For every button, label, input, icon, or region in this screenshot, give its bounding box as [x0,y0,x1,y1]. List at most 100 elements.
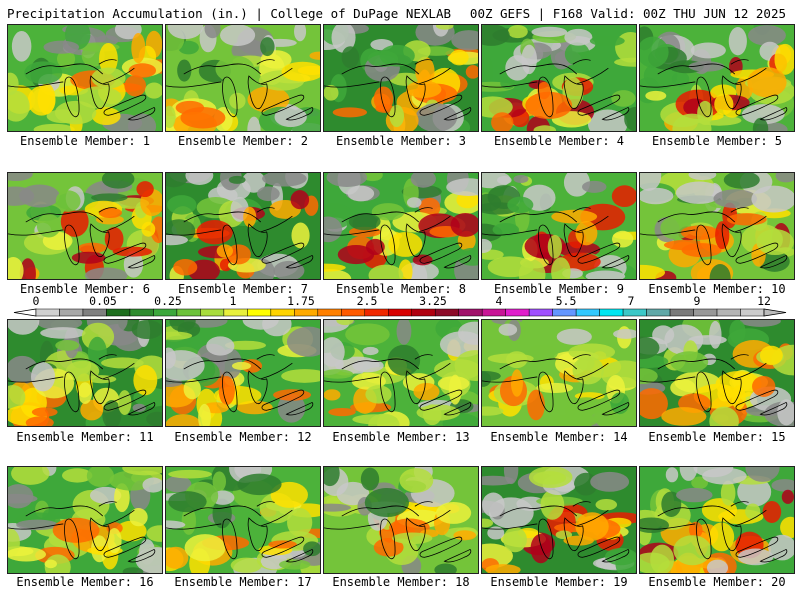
precip-contour [640,173,662,191]
precipitation-map [639,319,795,427]
precip-contour [324,269,352,279]
precip-contour [24,61,63,85]
precip-contour [388,231,423,257]
precip-contour [19,258,36,279]
great-lakes-outline [563,370,584,405]
great-lakes-outline [260,215,293,233]
precip-contour [709,320,722,349]
colorbar-tick-label: 4 [495,294,503,308]
precip-contour [611,90,636,107]
great-lakes-outline [563,517,584,552]
precip-contour [224,340,267,350]
great-lakes-outline [482,376,538,383]
map-title: Precipitation Accumulation (in.) | Colle… [7,6,452,21]
great-lakes-outline [127,106,156,121]
precip-contour [661,491,682,517]
ensemble-member-panel [481,172,637,280]
precip-contour [166,173,190,188]
precip-contour [84,267,128,279]
precip-contour [747,67,787,98]
precip-contour [412,254,433,266]
precip-contour [729,320,746,344]
precip-contour [196,220,233,245]
precip-contour [555,530,573,540]
precip-contour [206,336,235,356]
great-lakes-outline [8,523,64,530]
precip-contour [513,174,529,184]
precip-contour [406,80,442,99]
great-lakes-outline [103,94,147,116]
precip-contour [219,348,243,379]
precip-contour [564,42,590,66]
ensemble-member-label: Ensemble Member: 9 [493,282,625,296]
great-lakes-outline [577,536,621,558]
precip-contour [590,471,630,492]
colorbar-swatch [575,308,600,317]
great-lakes-outline [261,389,305,411]
precip-contour [387,344,421,376]
precip-contour [8,384,26,410]
precip-contour [487,526,505,540]
precip-contour [640,336,660,360]
precip-contour [129,508,148,527]
precip-contour [166,331,193,340]
great-lakes-outline [721,75,742,110]
precip-contour [781,489,794,504]
precip-contour [122,467,162,476]
great-lakes-outline [341,63,420,75]
precip-contour [166,105,176,129]
precip-contour [482,25,510,46]
precip-contour [745,467,780,482]
ensemble-member-panel [165,24,321,132]
precip-contour [527,389,545,421]
great-lakes-outline [260,362,293,380]
great-lakes-outline [103,536,147,558]
precipitation-map [7,319,163,427]
great-lakes-outline [640,229,696,236]
great-lakes-outline [260,67,293,85]
precip-contour [688,173,717,181]
precip-contour [332,107,368,118]
precip-contour [745,503,761,520]
precip-contour [671,71,690,87]
great-lakes-outline [759,401,788,416]
precip-contour [101,173,135,189]
precip-contour [136,181,154,198]
precip-contour [77,86,122,109]
great-lakes-outline [127,254,156,269]
precip-contour [485,564,521,573]
precip-contour [741,104,785,125]
precip-contour [680,225,720,240]
precip-contour [453,530,477,541]
precip-contour [551,257,571,279]
great-lakes-outline [443,548,472,563]
precip-contour [747,25,786,46]
great-lakes-outline [696,518,712,560]
great-lakes-outline [414,354,433,360]
precipitation-map [7,24,163,132]
precip-contour [759,251,790,272]
precip-contour [166,475,192,493]
precip-contour [482,370,501,382]
precip-contour [324,84,339,101]
precip-contour [324,467,340,487]
precipitation-map [165,24,321,132]
precip-contour [762,500,782,523]
precip-contour [166,234,189,246]
colorbar-swatch [341,308,366,317]
precip-contour [114,483,130,513]
precip-contour [563,535,594,546]
precip-contour [247,86,290,113]
colorbar-tick-label: 2.5 [356,294,378,308]
great-lakes-outline [166,81,222,88]
precip-contour [777,399,794,426]
great-lakes-outline [183,211,262,223]
precip-contour [128,113,157,131]
precipitation-map [481,319,637,427]
precip-contour [423,404,442,426]
precip-contour [652,325,675,345]
precip-contour [220,25,256,47]
precip-contour [81,44,105,67]
precip-contour [303,541,320,557]
precip-contour [183,378,201,400]
